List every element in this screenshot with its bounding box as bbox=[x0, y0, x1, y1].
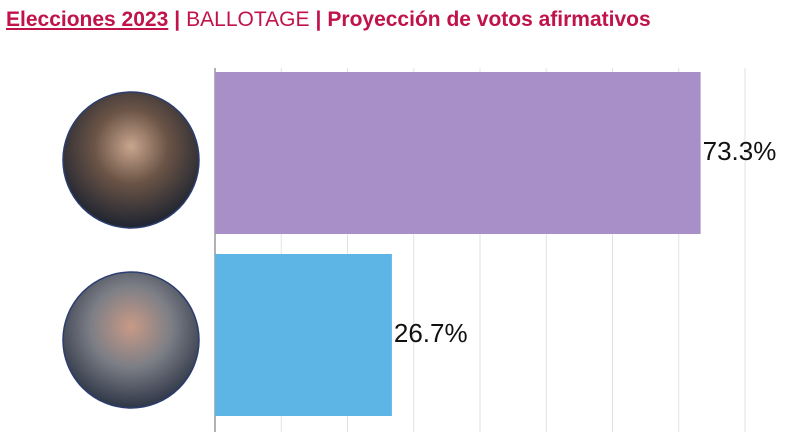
bar bbox=[215, 72, 701, 234]
title-part: Proyección de votos afirmativos bbox=[327, 8, 651, 31]
chart-title: Elecciones 2023 | BALLOTAGE | Proyección de … bbox=[6, 8, 651, 32]
candidate-photo bbox=[62, 271, 200, 409]
value-label: 73.3% bbox=[703, 136, 777, 166]
title-separator: | bbox=[315, 8, 322, 31]
title-separator: | bbox=[174, 8, 181, 31]
title-part: Elecciones 2023 bbox=[6, 8, 169, 31]
title-part: BALLOTAGE bbox=[186, 8, 310, 31]
value-label: 26.7% bbox=[394, 318, 468, 348]
candidate-photo bbox=[62, 91, 200, 229]
bar bbox=[215, 254, 392, 416]
